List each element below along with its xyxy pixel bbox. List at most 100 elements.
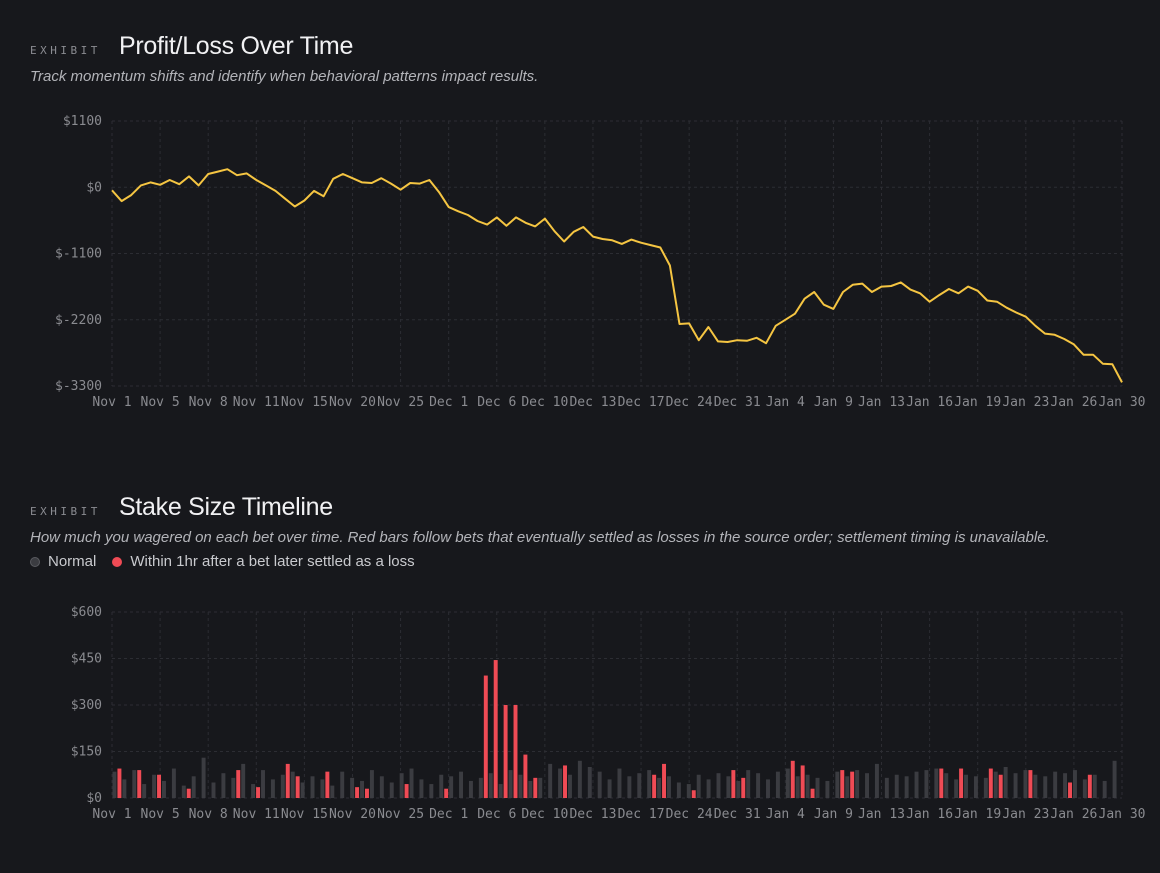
legend-label-normal: Normal — [48, 553, 97, 570]
stake-bar-normal — [310, 776, 315, 798]
stake-x-tick-label: Jan 26 — [1050, 807, 1097, 822]
stake-bar-loss — [117, 768, 122, 798]
stake-bar-normal — [805, 774, 810, 798]
stake-bar-normal — [478, 777, 483, 798]
stake-bars — [112, 660, 1117, 798]
stake-bar-loss — [236, 770, 241, 798]
stake-bar-normal — [785, 768, 790, 798]
stake-bar-loss — [1087, 774, 1092, 798]
pnl-subtitle: Track momentum shifts and identify when … — [30, 68, 539, 85]
pnl-x-tick-label: Jan 13 — [858, 395, 905, 408]
stake-bar-normal — [112, 771, 117, 798]
stake-bar-normal — [1082, 779, 1087, 798]
pnl-y-tick-label: $0 — [86, 180, 102, 195]
pnl-eyebrow: EXHIBIT — [30, 44, 101, 57]
stake-bar-normal — [280, 774, 285, 798]
stake-bar-loss — [404, 784, 409, 798]
stake-bar-normal — [508, 770, 513, 798]
stake-bar-loss — [186, 788, 191, 798]
stake-legend: Normal Within 1hr after a bet later sett… — [30, 553, 1140, 570]
stake-bar-normal — [270, 779, 275, 798]
stake-bar-loss — [652, 774, 657, 798]
stake-bar-normal — [261, 770, 265, 798]
stake-x-tick-label: Dec 24 — [666, 807, 713, 822]
stake-bar-normal — [954, 779, 959, 798]
stake-bar-loss — [790, 760, 795, 798]
stake-bar-normal — [300, 782, 305, 798]
stake-bar-normal — [607, 779, 612, 798]
pnl-x-tick-label: Nov 20 — [329, 395, 376, 408]
stake-bar-loss — [731, 770, 736, 798]
stake-bar-normal — [835, 771, 840, 798]
stake-bar-normal — [558, 768, 563, 798]
stake-bar-normal — [1003, 767, 1008, 798]
stake-bar-normal — [459, 771, 464, 798]
stake-bar-normal — [221, 773, 226, 798]
stake-y-tick-label: $0 — [86, 791, 102, 806]
pnl-x-tick-label: Nov 25 — [377, 395, 424, 408]
stake-bar-normal — [657, 777, 662, 798]
legend-dot-normal — [30, 556, 40, 567]
stake-bar-normal — [686, 784, 691, 798]
stake-bar-normal — [488, 773, 493, 798]
stake-bar-loss — [285, 763, 290, 798]
stake-bar-normal — [676, 782, 681, 798]
pnl-x-tick-label: Jan 4 — [766, 395, 805, 408]
stake-bar-normal — [973, 776, 978, 798]
stake-bar-loss — [295, 776, 300, 798]
legend-item-normal: Normal — [30, 553, 96, 570]
stake-bar-normal — [894, 774, 899, 798]
pnl-grid — [111, 120, 1123, 387]
stake-bar-normal — [825, 780, 830, 798]
stake-y-tick-label: $600 — [71, 605, 102, 620]
stake-bar-normal — [142, 784, 147, 798]
stake-bar-normal — [498, 784, 503, 798]
stake-bar-loss — [483, 675, 488, 798]
stake-bar-loss — [513, 705, 518, 798]
pnl-x-tick-label: Nov 11 — [233, 395, 280, 408]
stake-bar-normal — [350, 777, 355, 798]
stake-bar-normal — [518, 774, 523, 798]
stake-bar-normal — [152, 774, 157, 798]
stake-x-tick-label: Jan 9 — [814, 807, 853, 822]
stake-bar-normal — [191, 776, 196, 798]
stake-x-tick-label: Dec 6 — [477, 807, 516, 822]
stake-bar-normal — [865, 773, 869, 798]
stake-bar-normal — [181, 785, 186, 798]
stake-bar-normal — [369, 770, 374, 798]
stake-bar-normal — [1092, 774, 1097, 798]
stake-x-tick-label: Dec 1 — [429, 807, 468, 822]
stake-bar-normal — [647, 770, 652, 798]
stake-bar-normal — [726, 776, 731, 798]
stake-grid — [111, 611, 1123, 799]
stake-bar-normal — [201, 757, 206, 798]
stake-bar-normal — [231, 777, 236, 798]
stake-bar-normal — [1072, 770, 1077, 798]
pnl-series-line — [111, 168, 1123, 383]
stake-bar-normal — [171, 768, 176, 798]
stake-bar-normal — [211, 782, 216, 798]
pnl-x-tick-label: Jan 26 — [1050, 395, 1097, 408]
stake-bar-normal — [251, 784, 256, 798]
pnl-section: EXHIBIT Profit/Loss Over Time Track mome… — [30, 32, 1140, 85]
stake-x-tick-label: Dec 10 — [521, 807, 568, 822]
stake-bar-normal — [874, 763, 879, 798]
stake-bar-normal — [241, 763, 246, 798]
stake-bar-normal — [746, 770, 751, 798]
stake-bar-normal — [320, 779, 325, 798]
pnl-y-tick-label: $-1100 — [55, 247, 102, 262]
stake-bar-loss — [850, 771, 855, 798]
pnl-x-tick-label: Dec 6 — [477, 395, 516, 408]
stake-y-tick-label: $150 — [71, 745, 102, 760]
pnl-x-tick-label: Dec 31 — [714, 395, 761, 408]
stake-bar-normal — [716, 773, 721, 798]
stake-bar-loss — [365, 788, 369, 798]
stake-bar-loss — [563, 765, 567, 798]
stake-bar-normal — [122, 779, 127, 798]
stake-y-tick-label: $300 — [71, 698, 102, 713]
stake-x-tick-label: Nov 25 — [377, 807, 424, 822]
stake-eyebrow: EXHIBIT — [30, 505, 101, 518]
stake-bar-loss — [959, 768, 964, 798]
